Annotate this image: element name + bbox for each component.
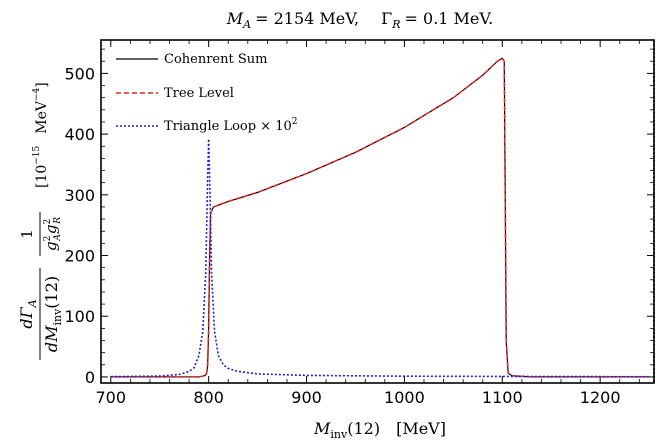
legend-label-tree-level: Tree Level: [164, 86, 234, 101]
y-label-unit: [10−15MeV−4]: [32, 82, 50, 188]
x-tick-label-1100: 1100: [482, 388, 523, 407]
x-tick-label-900: 900: [291, 388, 322, 407]
series-coherent-sum: [110, 57, 650, 378]
y-tick-label-300: 300: [64, 186, 95, 205]
legend-label-coherent-sum: Cohenrent Sum: [164, 52, 267, 67]
x-tick-label-800: 800: [193, 388, 224, 407]
plot-frame: [100, 39, 655, 384]
series-tree-level: [110, 57, 650, 378]
y-tick-label-0: 0: [85, 368, 95, 387]
y-tick-label-500: 500: [64, 64, 95, 83]
y-label-derivative-numerator: dΓA: [17, 299, 39, 328]
x-tick-label-1200: 1200: [580, 388, 621, 407]
y-tick-label-200: 200: [64, 247, 95, 266]
series-layer: [110, 57, 650, 378]
axis-ticks: [101, 40, 654, 383]
x-axis-label: Minv(12) [MeV]: [313, 419, 446, 441]
x-tick-label-700: 700: [96, 388, 127, 407]
legend-label-triangle-loop: Triangle Loop × 102: [164, 117, 298, 134]
x-tick-label-1000: 1000: [384, 388, 425, 407]
series-triangle-loop: [110, 138, 650, 378]
y-label-factor-numerator: 1: [18, 229, 36, 239]
y-axis-label: dΓA dMinv(12) 1 g2Ag2R [10−15MeV−4]: [17, 82, 64, 360]
chart-title: MA = 2154 MeV, ΓR = 0.1 MeV.: [226, 9, 493, 31]
legend: Cohenrent Sum Tree Level Triangle Loop ×…: [116, 52, 298, 134]
y-tick-label-400: 400: [64, 125, 95, 144]
y-tick-label-100: 100: [64, 307, 95, 326]
y-label-derivative-denominator: dMinv(12): [42, 276, 64, 352]
y-label-factor-denominator: g2Ag2R: [42, 217, 63, 251]
axis-tick-labels: 700 800 900 1000 1100 1200 0 100 200 300 400 500: [64, 64, 620, 407]
